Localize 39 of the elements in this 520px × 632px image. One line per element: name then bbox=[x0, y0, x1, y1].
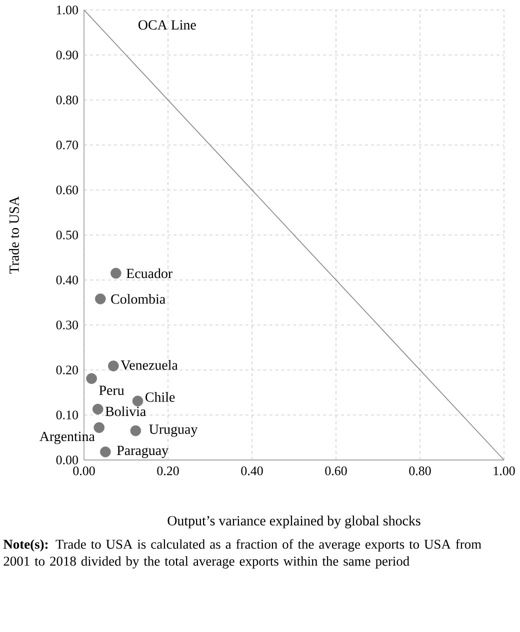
point bbox=[100, 446, 111, 458]
y-axis-title: Trade to USA bbox=[9, 196, 19, 274]
annotation: Peru bbox=[99, 386, 124, 396]
y-tick-label: 1.00 bbox=[56, 6, 78, 14]
point bbox=[94, 293, 106, 304]
point bbox=[132, 396, 144, 406]
annotation: Chile bbox=[146, 392, 175, 402]
y-tick-label: 0.80 bbox=[56, 96, 78, 104]
series-label: OCA Line bbox=[138, 20, 196, 30]
y-tick-label: 0.00 bbox=[56, 456, 78, 464]
point bbox=[108, 360, 119, 372]
x-tick-label: 0.80 bbox=[409, 466, 431, 476]
y-tick-label: 0.90 bbox=[56, 50, 78, 60]
y-tick-label: 0.30 bbox=[56, 320, 78, 330]
x-tick-label: 0.20 bbox=[157, 466, 179, 476]
x-tick-label: 1.00 bbox=[494, 466, 515, 476]
x-tick-label: 0.60 bbox=[325, 466, 347, 476]
y-tick-label: 0.40 bbox=[56, 276, 78, 284]
annotation: Venezuela bbox=[120, 360, 178, 370]
point bbox=[86, 373, 97, 384]
annotation: Paraguay bbox=[117, 446, 168, 458]
y-tick-label: 0.10 bbox=[56, 410, 78, 420]
annotation: Colombia bbox=[111, 294, 166, 304]
point bbox=[130, 425, 142, 436]
point bbox=[94, 422, 105, 433]
annotation: Uruguay bbox=[149, 424, 198, 437]
y-tick-label: 0.20 bbox=[56, 366, 78, 374]
annotation: Bolivia bbox=[105, 406, 146, 416]
x-tick-label: 0.00 bbox=[73, 466, 95, 476]
y-tick-label: 0.50 bbox=[56, 230, 78, 240]
point bbox=[110, 268, 122, 279]
y-tick-label: 0.60 bbox=[56, 186, 78, 194]
point bbox=[92, 404, 104, 415]
x-axis-title: Output’s variance explained by global shocks bbox=[168, 516, 420, 528]
annotation: Ecuador bbox=[126, 268, 172, 278]
y-tick-label: 0.70 bbox=[56, 140, 78, 150]
annotation: Argentina bbox=[40, 432, 95, 444]
x-tick-label: 0.40 bbox=[241, 466, 263, 476]
text: Note(s): Trade to USA is calculated as a fraction of the average exports to USA from 2001 to 2018 divided by the total average exports within the same period bbox=[3, 539, 482, 569]
